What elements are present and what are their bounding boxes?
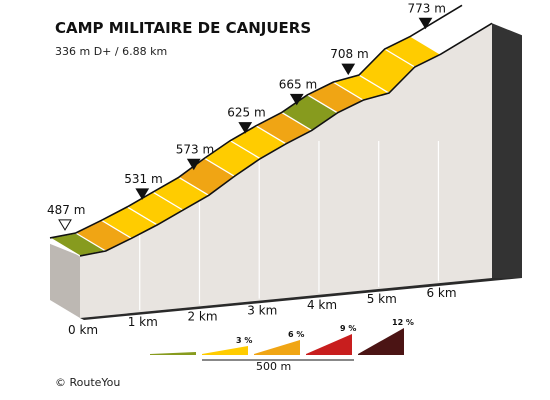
elevation-marker-icon [289, 93, 304, 106]
profile-front-face [80, 23, 492, 318]
legend-swatch [306, 334, 352, 355]
x-axis: 0 km 1 km 2 km 3 km 4 km 5 km 6 km [68, 286, 457, 337]
profile-base-band [80, 278, 522, 320]
x-tick-label: 3 km [247, 304, 277, 318]
legend-scale-label: 500 m [256, 360, 291, 373]
chart-subtitle: 336 m D+ / 6.88 km [55, 45, 168, 58]
x-tick-label: 1 km [128, 315, 158, 329]
gradient-legend: 3 % 6 % 9 % 12 % 500 m [150, 318, 414, 373]
profile-back-edge [49, 4, 463, 239]
x-tick-label: 0 km [68, 323, 98, 337]
x-tick-label: 4 km [307, 298, 337, 312]
legend-swatch [358, 328, 404, 355]
profile-side-face [492, 23, 522, 278]
legend-label: 9 % [340, 324, 356, 333]
elevation-label: 665 m [279, 77, 317, 91]
x-tick-label: 5 km [367, 292, 397, 306]
legend-label: 12 % [392, 318, 414, 327]
elevation-marker-icon [418, 17, 433, 30]
profile-start-face [50, 243, 80, 318]
chart-title: CAMP MILITAIRE DE CANJUERS [55, 19, 312, 37]
elevation-label: 531 m [124, 172, 162, 186]
profile-body [50, 23, 522, 320]
routeyou-credit: © RouteYou [55, 376, 121, 389]
elevation-marker-icon [58, 219, 72, 231]
legend-swatch [202, 346, 248, 355]
x-tick-label: 2 km [187, 309, 217, 323]
profile-top-surface [48, 4, 493, 257]
elevation-marker-icon [341, 63, 356, 76]
elevation-label: 773 m [408, 1, 446, 15]
elevation-label: 708 m [330, 47, 368, 61]
elevation-label: 625 m [227, 106, 265, 120]
legend-label: 3 % [236, 336, 252, 345]
profile-front-edge [79, 22, 493, 257]
x-tick-label: 6 km [426, 286, 456, 300]
elevation-marker-icon [135, 188, 150, 200]
elevation-label: 573 m [176, 142, 214, 156]
elevation-marker-icon [186, 158, 201, 171]
legend-swatch [254, 340, 300, 355]
elevation-label: 487 m [47, 203, 85, 217]
legend-label: 6 % [288, 330, 304, 339]
elevation-marker-icon [238, 122, 253, 134]
legend-swatch [150, 352, 196, 355]
